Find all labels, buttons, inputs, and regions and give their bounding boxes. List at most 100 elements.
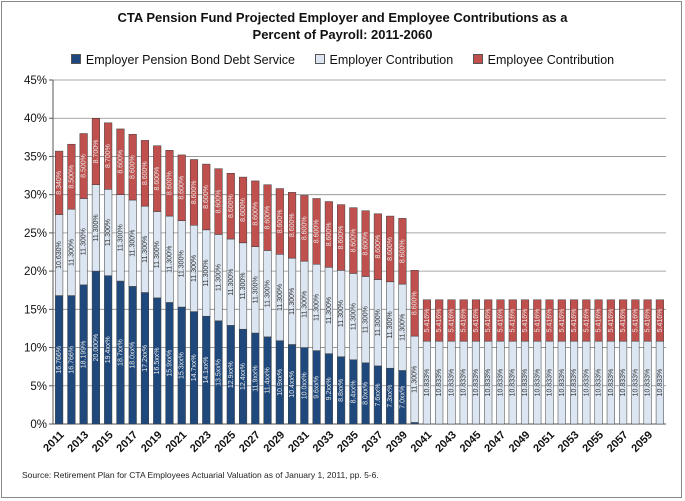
data-label-employee-2018: 8.600% xyxy=(142,161,149,185)
bar-employee-2048 xyxy=(508,299,517,342)
data-label-bond-2030: 10.4xx% xyxy=(289,371,296,398)
data-label-employer-2059: 10.833% xyxy=(645,369,652,397)
bar-employee-2051 xyxy=(545,299,554,342)
bar-employee-2036 xyxy=(361,210,370,277)
data-label-bond-2022: 14.7xx% xyxy=(191,354,198,381)
data-label-bond-2025: 12.9xx% xyxy=(228,361,235,388)
data-label-employer-2035: 11.300% xyxy=(350,303,357,330)
y-tick-label: 20% xyxy=(24,266,47,278)
data-label-employee-2043: 5.416% xyxy=(448,309,455,333)
x-tick-label-2025: 2025 xyxy=(213,429,239,455)
bar-employee-2044 xyxy=(459,299,468,342)
data-label-employer-2031: 11.300% xyxy=(301,291,308,318)
data-label-employer-2052: 10.833% xyxy=(559,369,566,397)
y-tick-label: 45% xyxy=(24,75,47,87)
x-tick-label-2055: 2055 xyxy=(580,429,606,455)
y-tick-label: 30% xyxy=(24,190,47,202)
data-label-employee-2034: 8.600% xyxy=(338,226,345,250)
bar-employee-2021 xyxy=(177,154,186,221)
bar-employee-2032 xyxy=(312,198,321,265)
data-label-employee-2057: 5.416% xyxy=(620,309,627,333)
data-label-employer-2023: 11.300% xyxy=(203,259,210,286)
data-label-bond-2032: 9.6xx% xyxy=(314,376,321,399)
data-label-employer-2021: 11.300% xyxy=(179,250,186,277)
x-tick-label-2041: 2041 xyxy=(409,429,435,455)
y-tick-label: 5% xyxy=(30,381,47,393)
data-label-employee-2048: 5.416% xyxy=(510,309,517,333)
data-label-employer-2018: 11.300% xyxy=(142,236,149,263)
data-label-employee-2046: 5.416% xyxy=(485,309,492,333)
data-label-employer-2029: 11.300% xyxy=(277,284,284,311)
legend-swatch-employee xyxy=(472,54,483,64)
data-label-employee-2022: 8.600% xyxy=(191,180,198,204)
bar-employee-2026 xyxy=(238,176,248,244)
data-label-employer-2044: 10.833% xyxy=(461,369,468,397)
y-tick-label: 25% xyxy=(24,228,47,240)
data-label-bond-2023: 14.1xx% xyxy=(203,357,210,384)
data-label-employee-2017: 8.600% xyxy=(130,155,137,179)
y-tick-label: 10% xyxy=(24,343,47,355)
x-tick-label-2015: 2015 xyxy=(90,429,116,455)
bar-employee-2043 xyxy=(447,299,456,342)
data-label-employee-2025: 8.600% xyxy=(228,194,235,218)
data-label-employer-2025: 11.300% xyxy=(228,269,235,296)
data-label-employer-2014: 11.300% xyxy=(93,214,100,241)
data-label-bond-2031: 10.0xx% xyxy=(301,372,308,399)
data-label-employee-2035: 8.600% xyxy=(350,229,357,253)
bar-employee-2029 xyxy=(275,188,284,255)
bar-employee-2037 xyxy=(373,213,382,280)
data-label-employer-2038: 11.300% xyxy=(387,311,394,338)
bar-employee-2059 xyxy=(643,299,652,342)
data-label-employer-2051: 10.833% xyxy=(547,369,554,397)
data-label-employer-2050: 10.833% xyxy=(534,369,541,397)
legend-item-employer: Employer Contribution xyxy=(314,53,454,67)
data-label-employee-2036: 8.600% xyxy=(363,232,370,256)
data-label-employee-2031: 8.600% xyxy=(301,216,308,240)
data-label-employer-2048: 10.833% xyxy=(510,369,517,397)
data-label-employee-2045: 5.416% xyxy=(473,309,480,333)
data-label-employee-2041: 5.416% xyxy=(424,309,431,333)
legend-label-employer: Employer Contribution xyxy=(329,53,454,67)
data-label-employee-2054: 5.416% xyxy=(583,309,590,333)
data-label-employer-2045: 10.833% xyxy=(473,369,480,397)
data-label-employee-2053: 5.416% xyxy=(571,309,578,333)
bar-employee-2060 xyxy=(655,299,664,342)
data-label-employer-2036: 11.300% xyxy=(363,306,370,333)
data-label-employee-2047: 5.416% xyxy=(497,309,504,333)
data-label-employer-2013: 11.300% xyxy=(81,228,88,255)
data-label-bond-2026: 12.4xx% xyxy=(240,363,247,390)
bar-employee-2038 xyxy=(386,215,395,283)
data-label-bond-2034: 8.8xx% xyxy=(338,379,345,402)
data-label-employer-2037: 11.300% xyxy=(375,309,382,336)
bar-employee-2023 xyxy=(202,163,211,231)
data-label-employee-2015: 8.700% xyxy=(105,144,112,168)
data-label-employee-2039: 8.600% xyxy=(399,239,406,263)
bar-employee-2042 xyxy=(435,299,444,342)
data-label-bond-2018: 17.2xx% xyxy=(142,345,149,372)
data-label-employee-2014: 8.700% xyxy=(93,140,100,164)
legend-label-employee: Employee Contribution xyxy=(487,53,615,67)
bar-employee-2049 xyxy=(520,299,530,342)
bar-employee-2057 xyxy=(619,299,628,342)
bar-employee-2052 xyxy=(557,299,566,342)
bar-employee-2056 xyxy=(606,299,615,342)
bar-employee-2041 xyxy=(422,299,431,342)
x-tick-label-2035: 2035 xyxy=(335,429,361,455)
source-note: Source: Retirement Plan for CTA Employee… xyxy=(22,470,379,480)
bar-employee-2045 xyxy=(471,299,481,342)
data-label-bond-2024: 13.5xx% xyxy=(216,359,223,386)
x-tick-label-2045: 2045 xyxy=(458,429,484,455)
data-label-employee-2037: 8.600% xyxy=(375,235,382,259)
x-tick-label-2059: 2059 xyxy=(629,429,655,455)
data-label-bond-2021: 15.3xx% xyxy=(179,352,186,379)
x-tick-label-2053: 2053 xyxy=(556,429,582,455)
data-label-employer-2042: 10.833% xyxy=(436,369,443,397)
x-tick-label-2037: 2037 xyxy=(360,429,386,455)
data-label-employee-2058: 5.416% xyxy=(632,309,639,333)
bar-employee-2035 xyxy=(349,207,358,274)
data-label-employee-2027: 8.600% xyxy=(252,202,259,226)
data-label-employee-2049: 5.416% xyxy=(522,309,529,333)
bar-employee-2020 xyxy=(165,150,174,217)
data-label-employee-2051: 5.416% xyxy=(547,309,554,333)
